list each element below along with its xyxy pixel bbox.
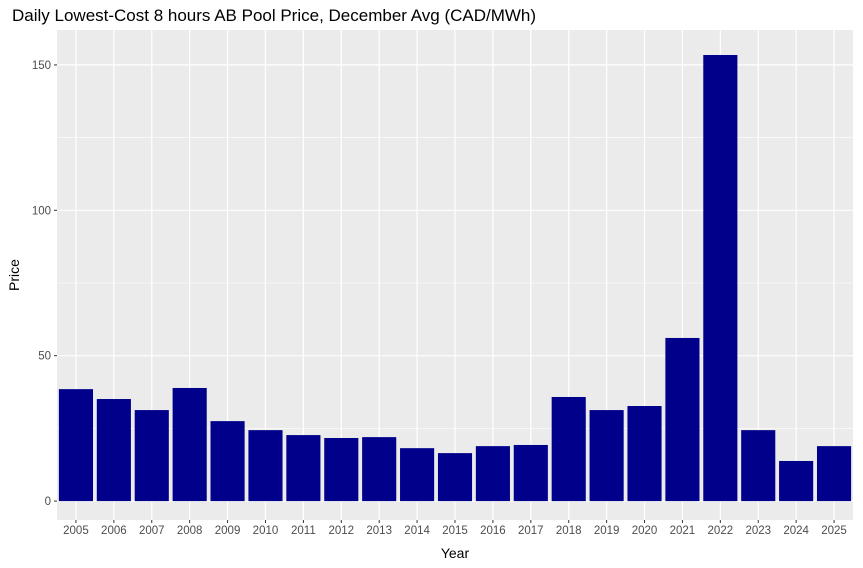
x-tick-label: 2020: [632, 525, 658, 537]
bar-2021: [665, 337, 700, 502]
x-tick-label: 2024: [783, 525, 809, 537]
x-tick-label: 2013: [366, 525, 392, 537]
bar-2019: [589, 410, 624, 502]
x-tick-label: 2019: [594, 525, 620, 537]
y-tick-label: 100: [32, 205, 51, 217]
bar-2025: [816, 446, 852, 502]
x-tick-label: 2014: [404, 525, 430, 537]
y-tick-label: 0: [45, 496, 51, 508]
bar-2023: [741, 430, 776, 502]
bar-2011: [286, 435, 321, 502]
bar-2013: [362, 437, 397, 502]
x-tick-label: 2025: [821, 525, 847, 537]
x-axis-label: Year: [441, 545, 470, 561]
x-tick-label: 2018: [556, 525, 582, 537]
x-tick-label: 2005: [63, 525, 89, 537]
bar-2017: [513, 444, 548, 502]
x-tick-label: 2009: [215, 525, 241, 537]
bar-2022: [703, 55, 738, 502]
bar-2016: [475, 446, 510, 502]
bar-2018: [551, 396, 586, 502]
bar-2006: [96, 399, 131, 502]
bar-2020: [627, 406, 662, 502]
x-tick-label: 2008: [177, 525, 203, 537]
x-tick-label: 2006: [101, 525, 127, 537]
y-tick-label: 150: [32, 60, 51, 72]
x-tick-label: 2007: [139, 525, 165, 537]
bar-2008: [172, 387, 207, 502]
x-tick-label: 2015: [442, 525, 468, 537]
bar-2005: [58, 389, 94, 502]
bar-2007: [134, 410, 169, 502]
x-tick-label: 2016: [480, 525, 506, 537]
bar-2015: [437, 453, 473, 502]
x-tick-label: 2010: [253, 525, 279, 537]
bar-2009: [210, 421, 245, 502]
bar-2012: [324, 437, 359, 502]
x-tick-label: 2023: [745, 525, 771, 537]
y-tick-label: 50: [38, 351, 51, 363]
chart-title: Daily Lowest-Cost 8 hours AB Pool Price,…: [12, 6, 537, 25]
x-tick-label: 2022: [708, 525, 734, 537]
bar-2024: [779, 460, 814, 502]
x-tick-label: 2021: [670, 525, 696, 537]
y-axis-label: Price: [6, 259, 22, 291]
x-tick-label: 2017: [518, 525, 544, 537]
x-tick-label: 2011: [291, 525, 316, 537]
bar-2010: [248, 430, 283, 502]
x-tick-label: 2012: [328, 525, 354, 537]
bar-2014: [400, 448, 435, 502]
